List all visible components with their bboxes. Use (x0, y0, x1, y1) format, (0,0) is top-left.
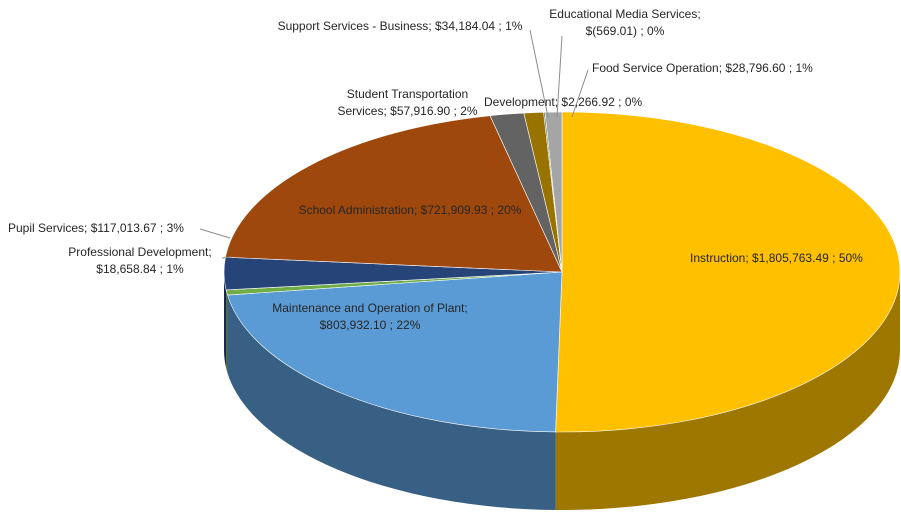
separator: ; (697, 7, 701, 21)
percent-label: 20% (497, 203, 522, 217)
leader-line (199, 228, 231, 239)
separator: ; (383, 104, 387, 118)
separator: ; (156, 262, 164, 276)
value-label: $28,796.60 (725, 61, 786, 75)
data-label: Maintenance and Operation of Plant; $803… (255, 300, 485, 334)
category-name: Educational Media Services (549, 7, 698, 21)
pie-side (227, 295, 556, 510)
percent-label: 0% (624, 95, 643, 109)
value-label: $117,013.67 (90, 221, 157, 235)
category-name: Development (484, 95, 555, 109)
data-label: Food Service Operation; $28,796.60 ; 1% (592, 60, 852, 77)
percent-label: 0% (647, 24, 665, 38)
separator: ; (413, 203, 418, 217)
percent-label: 3% (166, 221, 184, 235)
separator: ; (208, 245, 212, 259)
leader-line (571, 69, 589, 118)
value-label: $803,932.10 (319, 318, 387, 332)
separator: ; (554, 95, 559, 109)
category-name: Student Transportation Services (337, 87, 469, 118)
category-name: Professional Development (68, 245, 209, 259)
leader-line (221, 256, 233, 259)
category-name: Pupil Services (8, 221, 85, 235)
separator: ; (495, 19, 502, 33)
pie-side (555, 272, 900, 511)
separator: ; (637, 24, 644, 38)
data-label: Support Services - Business; $34,184.04 … (275, 18, 525, 35)
separator: ; (450, 104, 457, 118)
value-label: $2,266.92 (561, 95, 615, 109)
value-label: $721,909.93 (420, 203, 488, 217)
separator: ; (156, 221, 164, 235)
pie-side (224, 272, 227, 368)
leader-line (529, 29, 549, 118)
percent-label: 22% (396, 318, 421, 332)
value-label: $18,658.84 (96, 262, 157, 276)
category-name: Instruction (690, 251, 746, 265)
percent-label: 2% (460, 104, 478, 118)
percent-label: 1% (166, 262, 184, 276)
category-name: Food Service Operation (592, 61, 719, 75)
data-label: Educational Media Services; $(569.01) ; … (535, 6, 715, 40)
percent-label: 1% (795, 61, 813, 75)
separator: ; (84, 221, 88, 235)
data-label: Professional Development; $18,658.84 ; 1… (55, 244, 225, 278)
separator: ; (464, 301, 468, 315)
separator: ; (487, 203, 495, 217)
separator: ; (428, 19, 432, 33)
pie-slice (555, 111, 901, 433)
pie-slice (227, 271, 563, 433)
value-label: $57,916.90 (390, 104, 451, 118)
separator: ; (785, 61, 793, 75)
pie-slice (225, 115, 563, 273)
separator: ; (828, 251, 836, 265)
category-name: Maintenance and Operation of Plant (272, 301, 465, 315)
separator: ; (386, 318, 394, 332)
value-label: $(569.01) (585, 24, 637, 38)
data-label: Student Transportation Services; $57,916… (330, 86, 485, 120)
pie-slice (544, 111, 563, 273)
category-name: Support Services - Business (277, 19, 429, 33)
separator: ; (614, 95, 622, 109)
category-name: School Administration (298, 203, 414, 217)
separator: ; (745, 251, 749, 265)
data-label: Instruction; $1,805,763.49 ; 50% (690, 250, 895, 267)
data-label: Development; $2,266.92 ; 0% (484, 94, 654, 111)
pie-side (226, 289, 228, 374)
value-label: $34,184.04 (435, 19, 496, 33)
data-label: School Administration; $721,909.93 ; 20% (270, 202, 550, 219)
leader-line (556, 35, 563, 118)
percent-label: 1% (505, 19, 523, 33)
value-label: $1,805,763.49 (752, 251, 829, 265)
percent-label: 50% (838, 251, 863, 265)
separator: ; (718, 61, 723, 75)
data-label: Pupil Services; $117,013.67 ; 3% (8, 220, 223, 237)
